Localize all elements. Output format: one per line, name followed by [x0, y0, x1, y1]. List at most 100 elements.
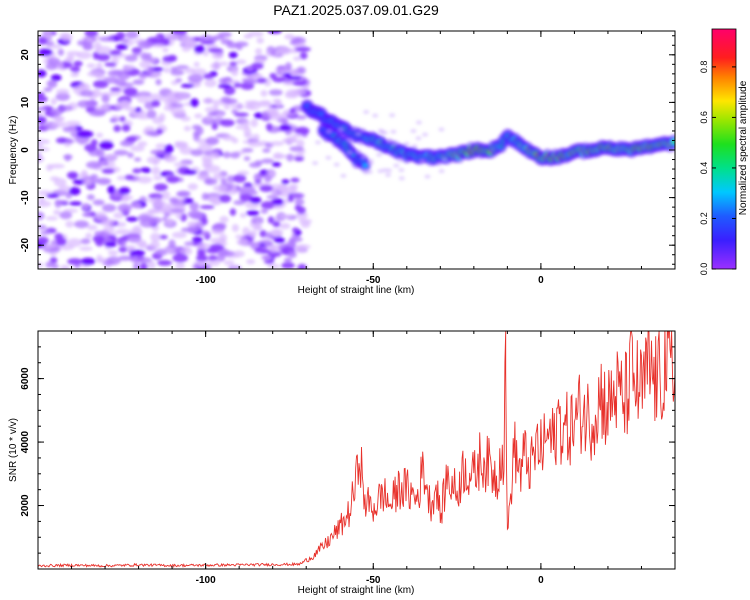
- noise-blob: [233, 200, 246, 206]
- faint-blob: [340, 173, 347, 178]
- noise-blob: [134, 157, 142, 162]
- noise-blob: [233, 250, 245, 258]
- noise-blob: [159, 96, 169, 102]
- noise-blob: [164, 144, 174, 154]
- noise-blob: [87, 224, 98, 231]
- noise-blob: [155, 143, 167, 149]
- noise-blob: [113, 125, 121, 132]
- noise-blob: [113, 212, 124, 219]
- noise-blob: [261, 158, 275, 164]
- noise-blob: [118, 255, 131, 261]
- noise-blob: [120, 38, 129, 43]
- snr-panel: -100 -50 0 2000 4000 6000 Height of straight…: [8, 330, 676, 596]
- x-tick-label: -50: [366, 575, 381, 586]
- noise-blob: [254, 112, 263, 119]
- noise-blob: [199, 205, 215, 210]
- noise-blob: [55, 92, 71, 102]
- noise-blob: [165, 218, 174, 225]
- noise-blob: [181, 36, 195, 45]
- noise-blob: [202, 158, 213, 167]
- noise-blob: [157, 259, 173, 266]
- noise-blob: [89, 110, 105, 117]
- noise-blob: [117, 203, 132, 213]
- noise-blob: [70, 72, 79, 78]
- noise-blob: [154, 183, 168, 192]
- noise-blob: [213, 172, 223, 180]
- noise-blob: [230, 265, 239, 269]
- noise-blob: [193, 132, 201, 142]
- noise-blob: [204, 178, 218, 185]
- noise-blob: [84, 31, 99, 37]
- noise-blob: [269, 141, 285, 146]
- noise-blob: [273, 198, 284, 206]
- faint-blob: [390, 129, 397, 134]
- noise-blob: [127, 234, 142, 243]
- noise-blob: [268, 89, 283, 96]
- noise-blob: [181, 46, 191, 52]
- noise-blob: [211, 122, 218, 130]
- noise-blob: [67, 258, 83, 265]
- noise-blob: [203, 73, 215, 80]
- noise-blob: [223, 86, 236, 96]
- noise-blob: [80, 238, 91, 245]
- noise-blob: [190, 149, 204, 157]
- noise-blob: [115, 31, 126, 40]
- faint-blob: [441, 157, 448, 162]
- noise-blob: [231, 224, 239, 232]
- noise-blob: [38, 262, 44, 268]
- noise-blob: [163, 105, 176, 112]
- y-tick-label: 4000: [20, 431, 31, 454]
- noise-blob: [269, 72, 277, 80]
- noise-blob: [137, 40, 153, 49]
- noise-blob: [82, 178, 94, 186]
- noise-blob: [38, 224, 47, 230]
- noise-blob: [119, 140, 134, 147]
- noise-blob: [52, 121, 67, 128]
- colorbar-tick-label: 0.4: [699, 162, 709, 175]
- noise-blob: [155, 248, 168, 256]
- noise-blob: [115, 229, 131, 235]
- noise-blob: [262, 148, 271, 153]
- noise-blob: [50, 97, 58, 106]
- noise-blob: [212, 35, 225, 41]
- noise-blob: [271, 229, 282, 237]
- noise-blob: [125, 136, 138, 142]
- noise-blob: [123, 65, 134, 71]
- faint-blob: [422, 132, 429, 137]
- noise-blob: [191, 68, 207, 76]
- faint-blob: [376, 152, 383, 157]
- noise-blob: [179, 247, 193, 256]
- noise-blob: [151, 43, 165, 48]
- noise-blob: [142, 168, 151, 174]
- noise-blob: [211, 200, 221, 206]
- noise-blob: [168, 239, 176, 249]
- noise-blob: [150, 149, 166, 155]
- noise-blob: [44, 31, 52, 38]
- noise-blob: [162, 55, 176, 63]
- noise-blob: [290, 192, 305, 199]
- noise-blob: [202, 98, 215, 104]
- faint-blob: [372, 113, 379, 118]
- noise-blob: [207, 259, 221, 266]
- noise-blob: [175, 262, 185, 269]
- faint-blob: [337, 127, 344, 132]
- spectrogram-y-label: Frequency (Hz): [8, 116, 19, 185]
- noise-blob: [147, 198, 162, 203]
- noise-blob: [231, 137, 239, 144]
- noise-blob: [56, 88, 70, 95]
- noise-blob: [38, 138, 46, 144]
- noise-blob: [294, 244, 307, 253]
- noise-blob: [117, 72, 130, 80]
- noise-blob: [300, 221, 311, 229]
- noise-blob: [246, 210, 260, 216]
- noise-blob: [38, 111, 44, 118]
- noise-blob: [233, 112, 249, 117]
- noise-blob: [297, 263, 307, 269]
- noise-blob: [210, 62, 222, 70]
- spectrogram-x-label: Height of straight line (km): [298, 285, 415, 296]
- noise-blob: [120, 100, 131, 108]
- noise-blob: [59, 211, 73, 220]
- noise-blob: [189, 202, 200, 211]
- faint-blob: [436, 162, 443, 166]
- noise-blob: [294, 198, 305, 206]
